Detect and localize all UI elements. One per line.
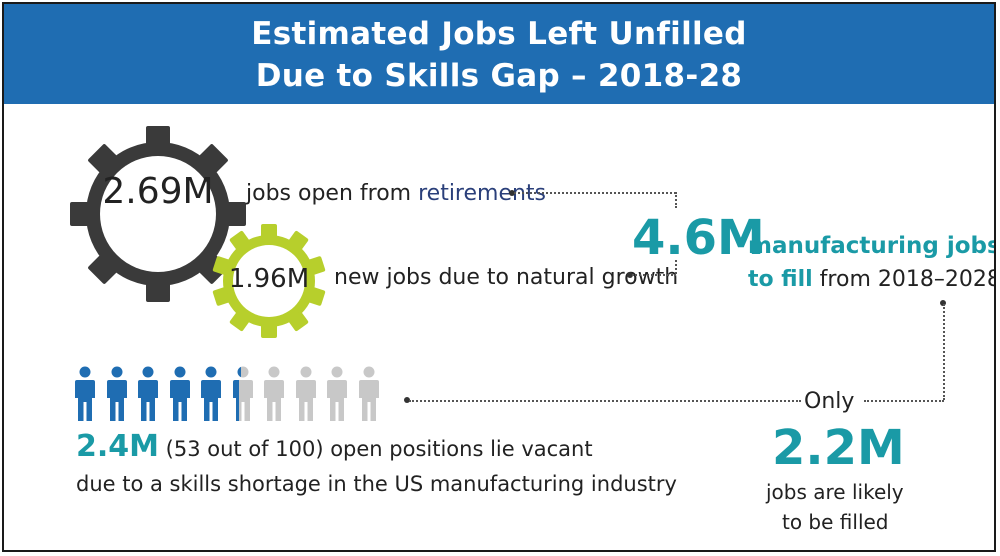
filled-only: Only xyxy=(804,389,855,414)
connector-line xyxy=(514,192,676,194)
filled-line2: to be filled xyxy=(782,510,889,534)
filled-line1: jobs are likely xyxy=(766,480,904,504)
connector-node xyxy=(404,397,410,403)
green-gear-icon xyxy=(212,224,326,338)
person-icon xyxy=(295,366,316,421)
title-line-2: Due to Skills Gap – 2018-28 xyxy=(255,58,743,94)
total-label-line1: manufacturing jobs xyxy=(748,233,996,259)
filled-value: 2.2M xyxy=(772,420,905,476)
retirements-text: jobs open from retirements xyxy=(246,180,546,208)
total-value: 4.6M xyxy=(632,210,765,266)
retirements-text-prefix: jobs open from xyxy=(246,181,419,206)
connector-node xyxy=(627,272,633,278)
connector-line xyxy=(675,192,677,208)
person-icon xyxy=(75,366,95,421)
total-label-line2-bold: to fill xyxy=(748,267,813,292)
retirements-value: 2.69M xyxy=(102,171,214,212)
growth-value: 1.96M xyxy=(228,264,310,294)
person-icon xyxy=(232,366,253,421)
person-icon xyxy=(169,366,190,421)
dark-gear-icon xyxy=(70,126,246,302)
vacant-line1-rest: (53 out of 100) open positions lie vacan… xyxy=(159,437,593,461)
total-label-line2: to fill from 2018–2028 xyxy=(748,266,996,294)
person-icon xyxy=(358,366,379,421)
vacant-line2: due to a skills shortage in the US manuf… xyxy=(76,472,677,496)
connector-line xyxy=(864,400,944,402)
connector-node xyxy=(509,190,515,196)
connector-line xyxy=(675,260,677,274)
connector-node xyxy=(940,300,946,306)
connector-line xyxy=(943,304,945,400)
person-icon xyxy=(201,366,221,421)
title-line-1: Estimated Jobs Left Unfilled xyxy=(251,16,747,52)
person-icon xyxy=(264,366,284,421)
growth-text: new jobs due to natural growth xyxy=(334,265,679,290)
total-label-line2-rest: from 2018–2028 xyxy=(812,267,996,292)
connector-line xyxy=(409,400,801,402)
header-banner: Estimated Jobs Left Unfilled Due to Skil… xyxy=(4,4,994,104)
people-row xyxy=(74,366,404,424)
person-icon xyxy=(138,366,158,421)
person-icon xyxy=(106,366,127,421)
person-icon xyxy=(327,366,347,421)
vacant-value: 2.4M xyxy=(76,429,159,464)
vacant-line1: 2.4M (53 out of 100) open positions lie … xyxy=(76,430,593,466)
connector-line xyxy=(632,274,676,276)
